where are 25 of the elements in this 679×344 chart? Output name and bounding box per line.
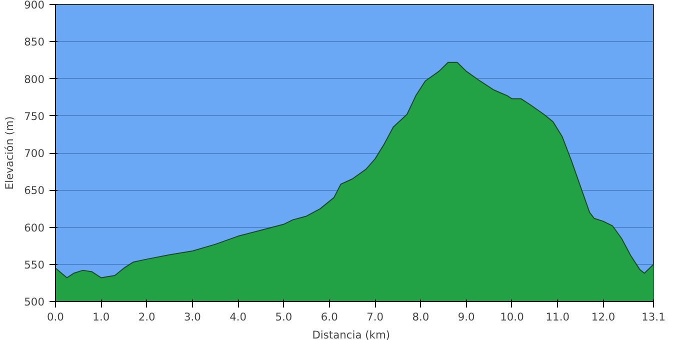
y-tick-label: 650 xyxy=(24,184,45,198)
x-tick-label: 7.0 xyxy=(366,310,384,324)
y-tick-label: 800 xyxy=(24,72,45,86)
x-tick-label: 5.0 xyxy=(275,310,292,324)
x-tick-label: 2.0 xyxy=(138,310,156,324)
x-tick-label: 0.0 xyxy=(47,310,64,324)
y-tick-label: 550 xyxy=(24,258,45,272)
x-axis-title: Distancia (km) xyxy=(312,328,390,342)
x-tick-label: 1.0 xyxy=(92,310,110,324)
y-tick-label: 600 xyxy=(24,221,45,234)
y-tick-label: 900 xyxy=(24,0,45,12)
y-tick-label: 750 xyxy=(24,110,45,123)
x-tick-label: 11.0 xyxy=(546,310,570,324)
y-tick-label: 500 xyxy=(24,296,45,308)
y-axis-title: Elevación (m) xyxy=(3,116,16,190)
x-tick-label: 10.0 xyxy=(500,310,524,324)
x-tick-label: 9.0 xyxy=(458,310,476,324)
x-tick-label: 13.1 xyxy=(642,310,666,324)
x-tick-label: 6.0 xyxy=(320,310,338,324)
y-tick-label: 850 xyxy=(24,36,45,49)
x-tick-label: 3.0 xyxy=(184,310,202,324)
x-tick-label: 8.0 xyxy=(412,310,430,324)
y-tick-label: 700 xyxy=(24,147,45,160)
x-tick-label: 12.0 xyxy=(591,310,616,324)
x-tick-label: 4.0 xyxy=(230,310,247,324)
